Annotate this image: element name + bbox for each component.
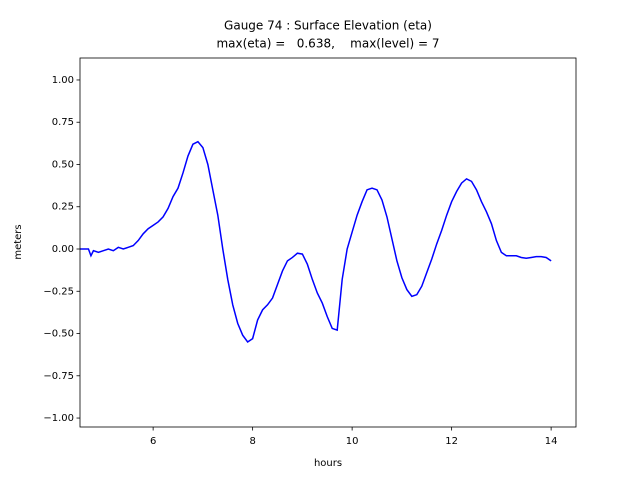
y-tick-label: −0.25	[43, 286, 74, 297]
line-series	[80, 140, 552, 344]
chart-title: Gauge 74 : Surface Elevation (eta)	[224, 19, 432, 33]
chart-subtitle: max(eta) = 0.638, max(level) = 7	[216, 37, 439, 51]
y-tick-label: −1.00	[43, 413, 74, 424]
y-tick-label: 0.00	[52, 244, 74, 255]
plot-frame	[79, 57, 577, 428]
y-tick-label: −0.50	[43, 329, 74, 340]
y-tick-label: 0.25	[52, 202, 74, 213]
y-tick-label: 0.75	[52, 117, 74, 128]
x-tick-label: 14	[545, 436, 558, 447]
y-tick-label: −0.75	[43, 371, 74, 382]
x-tick-label: 6	[150, 436, 156, 447]
y-tick-label: 1.00	[52, 75, 74, 86]
x-tick-label: 8	[249, 436, 255, 447]
y-axis-label: meters	[13, 224, 24, 259]
x-axis-label: hours	[314, 458, 342, 469]
x-tick-label: 12	[445, 436, 458, 447]
x-tick-label: 10	[346, 436, 359, 447]
y-tick-label: 0.50	[52, 159, 74, 170]
